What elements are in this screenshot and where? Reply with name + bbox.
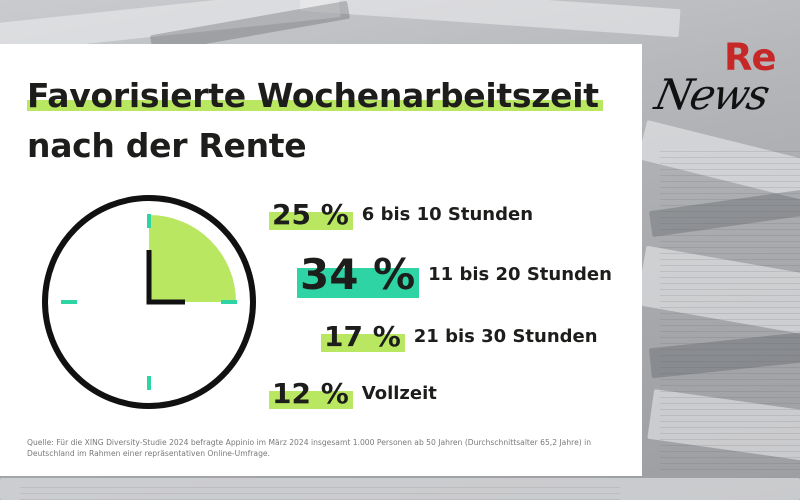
- chart-row: 17 % 21 bis 30 Stunden: [321, 320, 598, 353]
- clock-hands: [146, 250, 185, 305]
- value-label: 25 %: [269, 198, 353, 231]
- chart-title-line2: nach der Rente: [27, 126, 307, 165]
- source-note: Quelle: Für die XING Diversity-Studie 20…: [27, 438, 592, 458]
- value-highlight-bar: [297, 267, 420, 298]
- value-highlight-bar: [269, 211, 353, 230]
- category-label: 21 bis 30 Stunden: [413, 326, 598, 347]
- clock-icon: [42, 195, 256, 409]
- logo-news-text: News: [650, 70, 773, 119]
- value-label: 12 %: [269, 377, 353, 410]
- chart-row: 12 % Vollzeit: [269, 377, 437, 410]
- value-label: 34 %: [297, 250, 420, 299]
- renews-logo: Re News: [648, 36, 778, 131]
- category-label: 6 bis 10 Stunden: [361, 204, 534, 225]
- chart-title-line1: Favorisierte Wochenarbeitszeit: [27, 76, 603, 115]
- category-label: 11 bis 20 Stunden: [428, 264, 612, 285]
- value-highlight-bar: [321, 333, 405, 352]
- value-label: 17 %: [321, 320, 405, 353]
- clock-face: [42, 195, 256, 409]
- value-highlight-bar: [269, 390, 353, 409]
- clock-sector: [149, 215, 236, 302]
- chart-row: 34 % 11 bis 20 Stunden: [297, 250, 612, 299]
- logo-re-text: Re: [724, 36, 777, 79]
- category-label: Vollzeit: [361, 383, 437, 404]
- infographic-card: Favorisierte Wochenarbeitszeit nach der …: [0, 44, 642, 476]
- chart-row: 25 % 6 bis 10 Stunden: [269, 198, 534, 231]
